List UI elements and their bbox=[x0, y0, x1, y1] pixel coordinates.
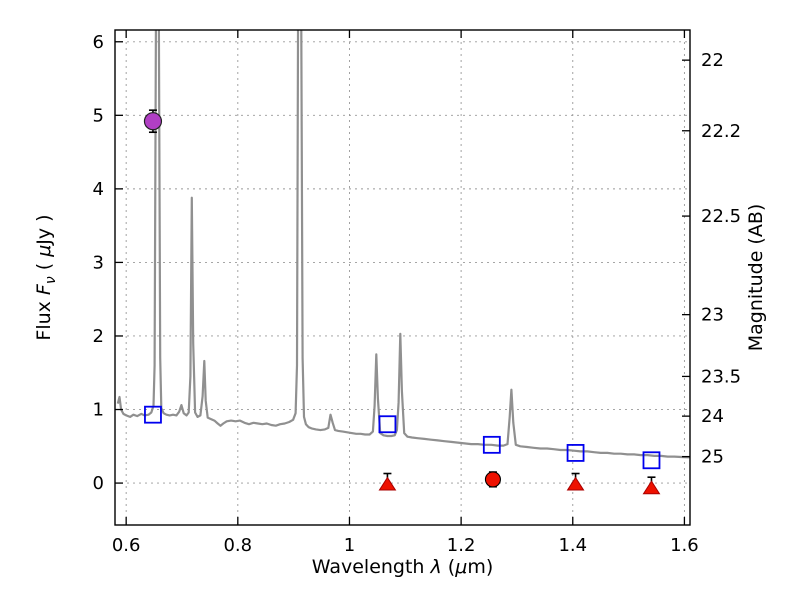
right-tick-label: 22.5 bbox=[701, 206, 741, 227]
right-axis-label: Magnitude (AB) bbox=[745, 204, 767, 352]
detection-point-magenta bbox=[143, 109, 163, 134]
blue-square-marker bbox=[566, 444, 585, 462]
x-tick-label: 0.6 bbox=[112, 535, 141, 556]
right-tick-label: 23.5 bbox=[701, 366, 741, 387]
y-tick-label: 5 bbox=[93, 105, 104, 126]
upper-limit-triangle bbox=[642, 476, 661, 495]
y-tick-label: 4 bbox=[93, 179, 104, 200]
y-tick-label: 1 bbox=[93, 400, 104, 421]
x-tick-label: 1.6 bbox=[670, 535, 699, 556]
upper-limit-triangle bbox=[566, 472, 585, 491]
detection-point-red bbox=[484, 471, 501, 488]
right-tick-label: 22.2 bbox=[701, 121, 741, 142]
y-axis-label: Flux Fν ( μJy ) bbox=[33, 214, 59, 340]
x-tick-label: 0.8 bbox=[223, 535, 252, 556]
y-tick-label: 6 bbox=[93, 32, 104, 53]
right-tick-label: 24 bbox=[701, 406, 724, 427]
red-triangle-marker bbox=[566, 476, 585, 491]
y-tick-label: 0 bbox=[93, 473, 104, 494]
upper-limit-triangle bbox=[378, 472, 397, 491]
ticks bbox=[115, 30, 690, 525]
x-tick-label: 1.4 bbox=[558, 535, 587, 556]
red-circle-marker bbox=[484, 471, 501, 488]
x-tick-label: 1 bbox=[344, 535, 355, 556]
right-tick-label: 22 bbox=[701, 50, 724, 71]
x-tick-label: 1.2 bbox=[447, 535, 476, 556]
right-tick-label: 23 bbox=[701, 305, 724, 326]
red-triangle-marker bbox=[378, 476, 397, 491]
axes-spines bbox=[114, 29, 691, 526]
grid bbox=[115, 30, 690, 525]
right-tick-label: 25 bbox=[701, 447, 724, 468]
blue-square-marker bbox=[642, 451, 661, 470]
x-axis-label: Wavelength λ (μm) bbox=[312, 556, 493, 578]
blue-square-marker bbox=[482, 435, 501, 454]
magenta-circle-marker bbox=[143, 112, 163, 131]
blue-square-marker bbox=[144, 405, 162, 424]
y-tick-label: 3 bbox=[93, 252, 104, 273]
blue-square-marker bbox=[378, 415, 397, 434]
red-triangle-marker bbox=[642, 480, 661, 495]
model-spectrum-line bbox=[116, 30, 690, 459]
y-tick-label: 2 bbox=[93, 326, 104, 347]
